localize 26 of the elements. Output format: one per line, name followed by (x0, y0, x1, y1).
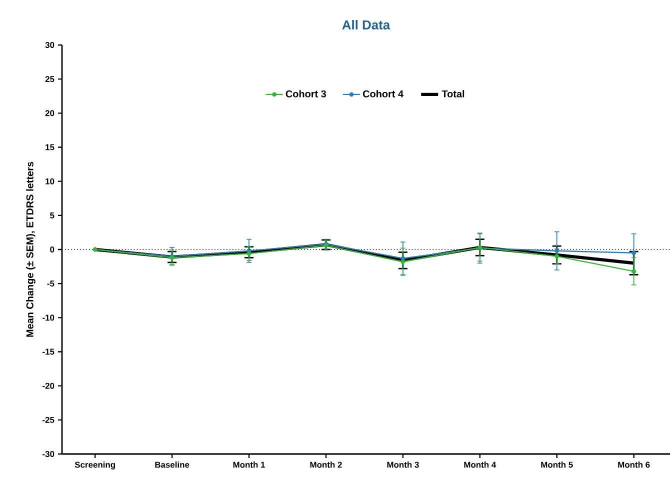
y-tick-label: 5 (50, 212, 54, 218)
chart-title: All Data (342, 20, 390, 30)
y-tick-label: -20 (42, 382, 54, 389)
y-axis-title: Mean Change (± SEM), ETDRS letters (26, 162, 36, 337)
x-tick-label: Month 6 (618, 462, 650, 468)
y-tick-label: 25 (45, 76, 54, 82)
x-tick-label: Month 2 (310, 462, 342, 468)
x-tick-label: Screening (74, 462, 115, 470)
y-tick-label: 20 (45, 110, 54, 116)
y-tick-label: -30 (42, 451, 54, 458)
y-tick-label: -25 (42, 416, 54, 423)
x-tick-label: Month 1 (233, 462, 265, 468)
y-tick-label: 30 (45, 42, 54, 48)
y-tick-label: -10 (42, 314, 54, 321)
x-tick-label: Month 4 (464, 462, 496, 468)
y-tick-label: 10 (46, 178, 54, 184)
x-tick-label: Baseline (155, 462, 190, 468)
y-tick-label: 0 (50, 246, 54, 252)
y-tick-label: 15 (46, 144, 54, 150)
y-tick-label: -5 (47, 280, 54, 287)
legend-label: Cohort 3 (286, 90, 326, 98)
x-tick-label: Month 3 (387, 462, 419, 468)
legend-label: Total (442, 90, 464, 98)
x-tick-label: Month 5 (541, 462, 573, 468)
legend-label: Cohort 4 (362, 90, 404, 98)
y-tick-label: -15 (42, 348, 54, 355)
